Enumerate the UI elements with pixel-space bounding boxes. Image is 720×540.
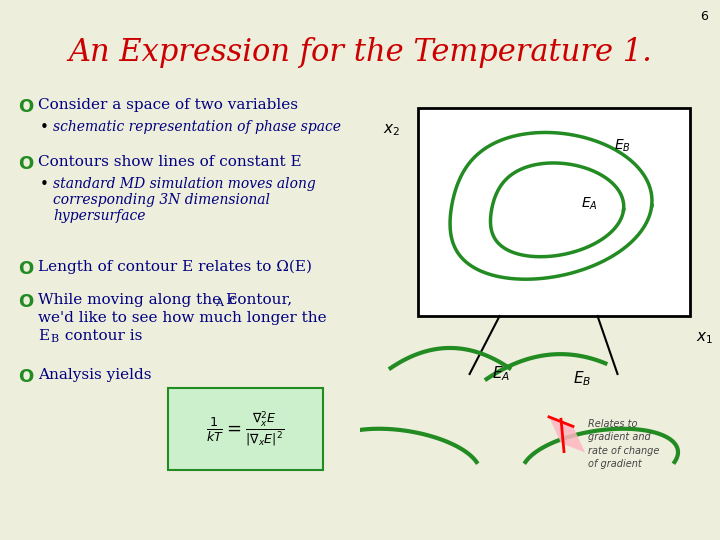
Text: schematic representation of phase space: schematic representation of phase space bbox=[53, 120, 341, 134]
Text: While moving along the E: While moving along the E bbox=[38, 293, 237, 307]
Text: contour,: contour, bbox=[224, 293, 292, 307]
Text: Length of contour E relates to Ω(E): Length of contour E relates to Ω(E) bbox=[38, 260, 312, 274]
Text: hypersurface: hypersurface bbox=[53, 209, 145, 223]
Text: we'd like to see how much longer the: we'd like to see how much longer the bbox=[38, 311, 327, 325]
Bar bbox=[168, 388, 323, 470]
Text: $E_A$: $E_A$ bbox=[581, 195, 598, 212]
Bar bbox=[418, 108, 690, 316]
Text: 6: 6 bbox=[700, 10, 708, 23]
Text: contour is: contour is bbox=[60, 329, 143, 343]
Polygon shape bbox=[549, 417, 585, 453]
Text: O: O bbox=[18, 368, 33, 386]
Text: $E_B$: $E_B$ bbox=[573, 369, 591, 388]
Text: An Expression for the Temperature 1.: An Expression for the Temperature 1. bbox=[68, 37, 652, 68]
Text: $E_B$: $E_B$ bbox=[614, 137, 631, 153]
Text: corresponding 3N dimensional: corresponding 3N dimensional bbox=[53, 193, 270, 207]
Text: $E_A$: $E_A$ bbox=[492, 364, 510, 383]
Text: Contours show lines of constant E: Contours show lines of constant E bbox=[38, 155, 302, 169]
Text: Consider a space of two variables: Consider a space of two variables bbox=[38, 98, 298, 112]
Text: Analysis yields: Analysis yields bbox=[38, 368, 151, 382]
Text: A: A bbox=[215, 298, 223, 308]
Text: $\frac{1}{kT} = \frac{\nabla_x^2 E}{|\nabla_x E|^2}$: $\frac{1}{kT} = \frac{\nabla_x^2 E}{|\na… bbox=[207, 409, 284, 449]
Text: •: • bbox=[40, 177, 49, 192]
Text: •: • bbox=[40, 120, 49, 135]
Text: O: O bbox=[18, 98, 33, 116]
Text: B: B bbox=[50, 334, 58, 344]
Text: O: O bbox=[18, 155, 33, 173]
Text: $x_2$: $x_2$ bbox=[383, 122, 400, 138]
Text: O: O bbox=[18, 260, 33, 278]
Text: standard MD simulation moves along: standard MD simulation moves along bbox=[53, 177, 316, 191]
Text: $x_1$: $x_1$ bbox=[696, 330, 713, 346]
Text: E: E bbox=[38, 329, 49, 343]
Text: Relates to
gradient and
rate of change
of gradient: Relates to gradient and rate of change o… bbox=[588, 419, 660, 469]
Text: O: O bbox=[18, 293, 33, 311]
